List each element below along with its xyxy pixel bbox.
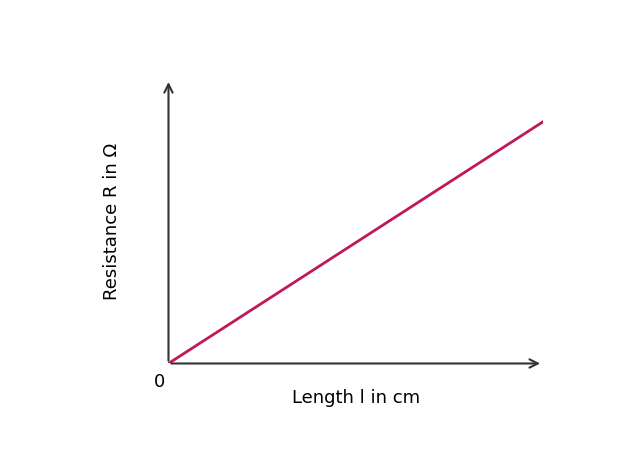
Text: Length l in cm: Length l in cm: [291, 390, 420, 407]
Text: Resistance R in Ω: Resistance R in Ω: [104, 143, 121, 300]
Text: 0: 0: [154, 373, 165, 391]
